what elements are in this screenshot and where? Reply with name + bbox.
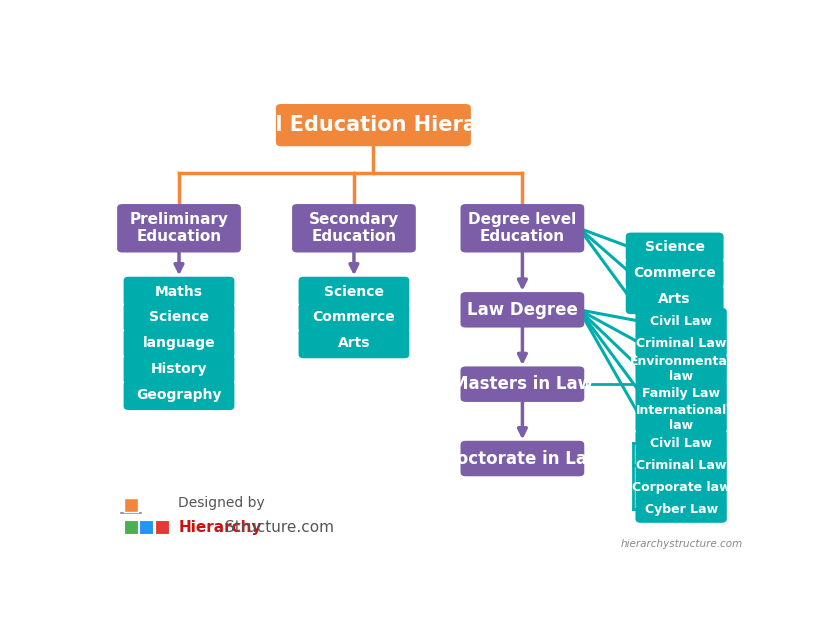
FancyBboxPatch shape: [635, 452, 726, 478]
FancyBboxPatch shape: [625, 284, 724, 314]
Text: hierarchystructure.com: hierarchystructure.com: [620, 539, 742, 549]
Text: Designed by: Designed by: [178, 496, 265, 510]
FancyBboxPatch shape: [635, 330, 726, 357]
Text: Science: Science: [149, 310, 209, 325]
Text: Arts: Arts: [338, 336, 370, 350]
Text: Legal Education Hierarchy: Legal Education Hierarchy: [219, 115, 528, 135]
Text: Commerce: Commerce: [634, 267, 716, 280]
FancyBboxPatch shape: [635, 402, 726, 433]
Text: Secondary
Education: Secondary Education: [308, 212, 399, 244]
Text: Environmental
law: Environmental law: [630, 355, 732, 383]
FancyBboxPatch shape: [635, 308, 726, 335]
FancyBboxPatch shape: [124, 303, 234, 332]
Text: Science: Science: [645, 240, 705, 254]
FancyBboxPatch shape: [635, 353, 726, 384]
Text: Arts: Arts: [659, 292, 691, 307]
Text: Criminal Law: Criminal Law: [636, 337, 726, 350]
FancyBboxPatch shape: [117, 204, 241, 252]
FancyBboxPatch shape: [298, 328, 410, 358]
FancyBboxPatch shape: [298, 277, 410, 307]
FancyBboxPatch shape: [124, 520, 138, 534]
FancyBboxPatch shape: [292, 204, 415, 252]
Text: Doctorate in Law: Doctorate in Law: [443, 450, 602, 467]
Text: Corporate law: Corporate law: [632, 481, 731, 494]
Text: Civil Law: Civil Law: [650, 315, 712, 328]
FancyBboxPatch shape: [298, 303, 410, 332]
Text: Geography: Geography: [136, 388, 222, 402]
FancyBboxPatch shape: [461, 204, 584, 252]
Text: Masters in Law: Masters in Law: [452, 375, 593, 393]
FancyBboxPatch shape: [140, 520, 153, 534]
FancyBboxPatch shape: [124, 380, 234, 410]
Text: Law Degree: Law Degree: [467, 301, 578, 319]
FancyBboxPatch shape: [625, 259, 724, 288]
Text: History: History: [150, 363, 207, 376]
FancyBboxPatch shape: [461, 366, 584, 402]
Text: Hierarchy: Hierarchy: [178, 520, 262, 535]
FancyBboxPatch shape: [461, 441, 584, 476]
FancyBboxPatch shape: [635, 496, 726, 523]
FancyBboxPatch shape: [124, 328, 234, 358]
Text: Degree level
Education: Degree level Education: [468, 212, 577, 244]
Text: Maths: Maths: [155, 285, 203, 298]
FancyBboxPatch shape: [124, 277, 234, 307]
Text: Structure.com: Structure.com: [225, 520, 334, 535]
FancyBboxPatch shape: [625, 232, 724, 262]
FancyBboxPatch shape: [124, 354, 234, 384]
FancyBboxPatch shape: [276, 104, 471, 146]
FancyBboxPatch shape: [124, 498, 138, 512]
Text: Preliminary
Education: Preliminary Education: [130, 212, 228, 244]
Text: Family Law: Family Law: [642, 387, 720, 400]
Text: Commerce: Commerce: [313, 310, 395, 325]
Text: Criminal Law: Criminal Law: [636, 459, 726, 472]
Text: International
law: International law: [635, 404, 726, 432]
FancyBboxPatch shape: [155, 520, 169, 534]
FancyBboxPatch shape: [635, 380, 726, 407]
FancyBboxPatch shape: [635, 430, 726, 457]
Text: Civil Law: Civil Law: [650, 437, 712, 450]
Text: language: language: [143, 336, 216, 350]
FancyBboxPatch shape: [461, 292, 584, 328]
FancyBboxPatch shape: [635, 474, 726, 501]
Text: Cyber Law: Cyber Law: [645, 503, 717, 516]
Text: Science: Science: [324, 285, 384, 298]
